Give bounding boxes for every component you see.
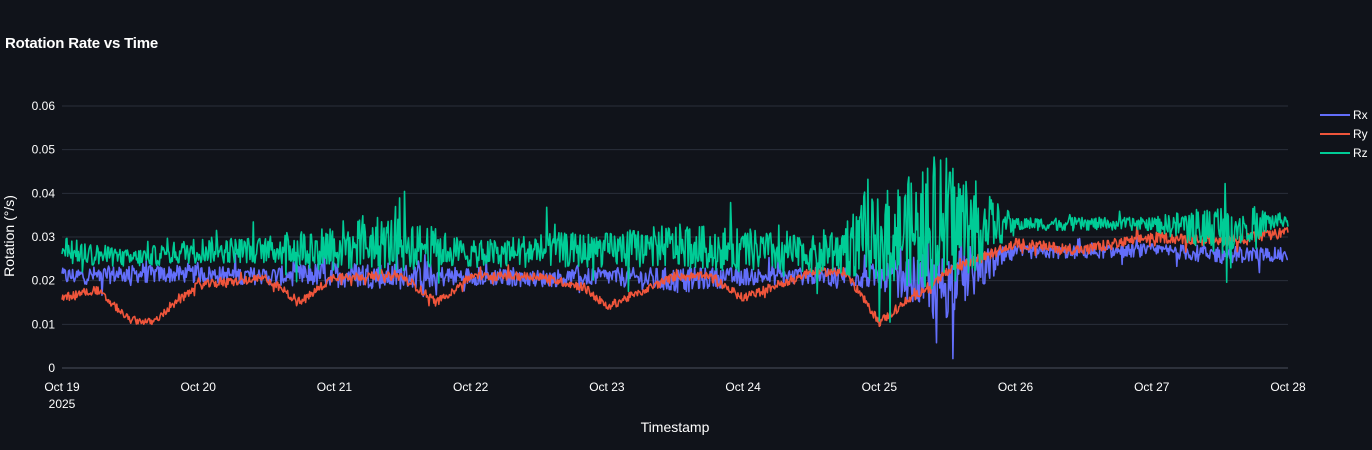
x-tick-label: Oct 20 bbox=[181, 380, 217, 394]
y-tick-label: 0.03 bbox=[32, 230, 56, 244]
legend-item-rx[interactable]: Rx bbox=[1320, 108, 1368, 122]
y-tick-label: 0.01 bbox=[32, 317, 56, 331]
x-tick-label: Oct 25 bbox=[862, 380, 898, 394]
series-line-rz bbox=[61, 156, 1289, 323]
y-tick-label: 0 bbox=[48, 361, 55, 375]
legend-label: Ry bbox=[1353, 127, 1368, 141]
y-tick-label: 0.05 bbox=[32, 143, 56, 157]
x-tick-label: Oct 24 bbox=[725, 380, 761, 394]
x-tick-label: Oct 21 bbox=[317, 380, 353, 394]
legend[interactable]: Rx Ry Rz bbox=[1320, 108, 1368, 160]
legend-item-rz[interactable]: Rz bbox=[1320, 146, 1368, 160]
axes: 0 0.01 0.02 0.03 0.04 0.05 0.06 Oct 19 Oct 20 Oct… bbox=[32, 99, 1306, 411]
y-tick-label: 0.06 bbox=[32, 99, 56, 113]
series-layer bbox=[61, 156, 1289, 360]
legend-item-ry[interactable]: Ry bbox=[1320, 127, 1368, 141]
legend-label: Rx bbox=[1353, 108, 1368, 122]
x-tick-label: Oct 26 bbox=[998, 380, 1034, 394]
x-tick-label: Oct 19 bbox=[44, 380, 80, 394]
chart-title: Rotation Rate vs Time bbox=[5, 35, 159, 52]
x-tick-label: Oct 22 bbox=[453, 380, 489, 394]
series-line-ry bbox=[61, 226, 1289, 328]
x-tick-label: Oct 28 bbox=[1270, 380, 1306, 394]
x-tick-label: Oct 27 bbox=[1134, 380, 1170, 394]
series-line-rx bbox=[61, 232, 1289, 360]
x-axis-title: Timestamp bbox=[641, 419, 710, 435]
y-tick-label: 0.04 bbox=[32, 186, 56, 200]
y-tick-label: 0.02 bbox=[32, 274, 56, 288]
x-tick-label: Oct 23 bbox=[589, 380, 625, 394]
legend-label: Rz bbox=[1353, 146, 1368, 160]
x-tick-year-label: 2025 bbox=[49, 397, 76, 411]
y-axis-title: Rotation (°/s) bbox=[1, 195, 17, 277]
